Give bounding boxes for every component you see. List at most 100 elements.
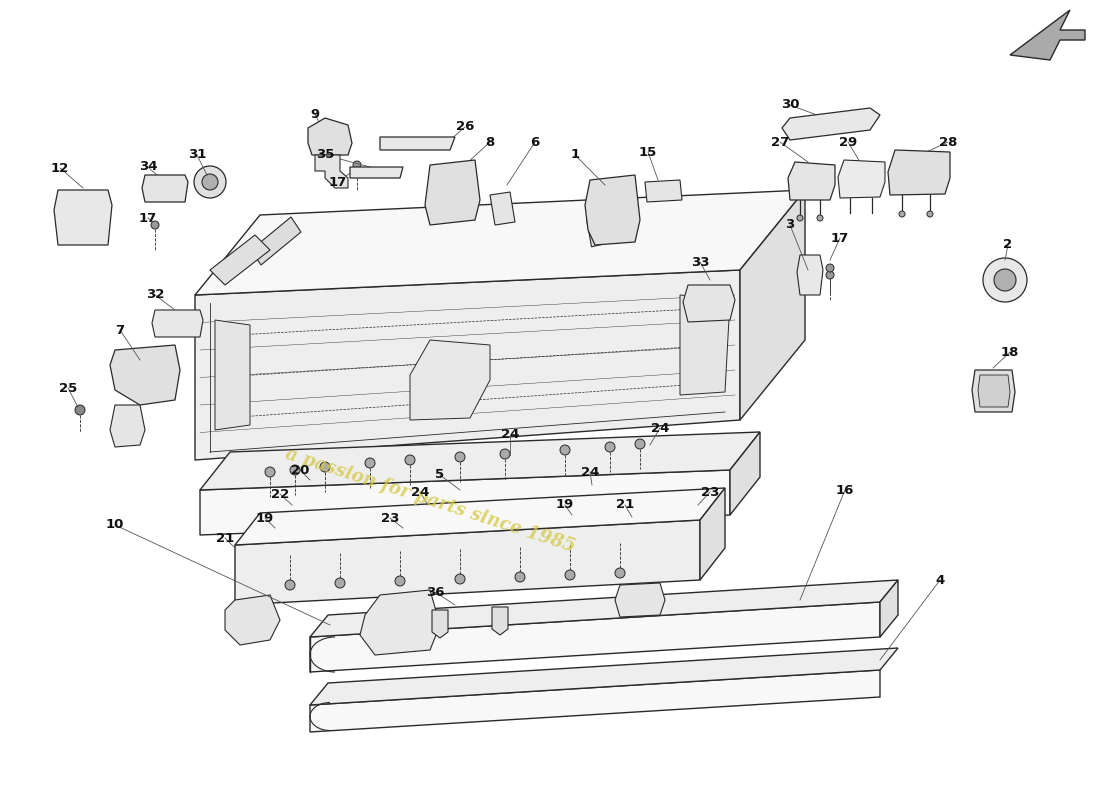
Polygon shape (310, 648, 898, 705)
Polygon shape (214, 320, 250, 430)
Text: 22: 22 (271, 487, 289, 501)
Circle shape (365, 458, 375, 468)
Circle shape (826, 271, 834, 279)
Polygon shape (110, 405, 145, 447)
Text: 24: 24 (410, 486, 429, 498)
Polygon shape (200, 470, 730, 535)
Polygon shape (235, 488, 725, 545)
Text: a passion for parts since 1985: a passion for parts since 1985 (283, 445, 578, 555)
Polygon shape (683, 285, 735, 322)
Text: 19: 19 (556, 498, 574, 511)
Circle shape (455, 452, 465, 462)
Text: 21: 21 (616, 498, 634, 511)
Polygon shape (410, 340, 490, 420)
Polygon shape (226, 595, 280, 645)
Polygon shape (615, 583, 666, 617)
Polygon shape (586, 212, 637, 246)
Polygon shape (110, 345, 180, 405)
Text: 15: 15 (639, 146, 657, 158)
Polygon shape (492, 607, 508, 635)
Text: 28: 28 (938, 135, 957, 149)
Text: 21: 21 (216, 531, 234, 545)
Polygon shape (379, 137, 455, 150)
Text: 17: 17 (329, 175, 348, 189)
Polygon shape (888, 150, 950, 195)
Text: 26: 26 (455, 121, 474, 134)
Text: 27: 27 (771, 135, 789, 149)
Text: 4: 4 (935, 574, 945, 586)
Circle shape (500, 449, 510, 459)
Circle shape (899, 211, 905, 217)
Polygon shape (740, 190, 805, 420)
Circle shape (353, 161, 361, 169)
Text: 31: 31 (188, 149, 206, 162)
Text: 24: 24 (500, 429, 519, 442)
Polygon shape (310, 670, 880, 732)
Circle shape (320, 462, 330, 472)
Polygon shape (152, 310, 204, 337)
Polygon shape (432, 610, 448, 638)
Text: 18: 18 (1001, 346, 1020, 358)
Polygon shape (645, 180, 682, 202)
Text: 32: 32 (146, 289, 164, 302)
Polygon shape (680, 295, 730, 395)
Circle shape (290, 465, 300, 475)
Polygon shape (585, 175, 640, 245)
Circle shape (202, 174, 218, 190)
Circle shape (395, 576, 405, 586)
Polygon shape (788, 162, 835, 200)
Text: 35: 35 (316, 149, 334, 162)
Text: 6: 6 (530, 135, 540, 149)
Polygon shape (308, 118, 352, 155)
Text: 20: 20 (290, 463, 309, 477)
Text: 5: 5 (436, 469, 444, 482)
Circle shape (994, 269, 1016, 291)
Polygon shape (978, 375, 1010, 407)
Text: 34: 34 (139, 161, 157, 174)
Polygon shape (235, 520, 700, 605)
Text: 7: 7 (116, 323, 124, 337)
Text: 12: 12 (51, 162, 69, 174)
Circle shape (265, 467, 275, 477)
Polygon shape (880, 580, 898, 637)
Circle shape (431, 138, 439, 146)
Polygon shape (838, 160, 886, 198)
Text: 10: 10 (106, 518, 124, 531)
Text: 24: 24 (651, 422, 669, 434)
Polygon shape (310, 580, 898, 637)
Polygon shape (350, 167, 403, 178)
Circle shape (455, 574, 465, 584)
Text: 33: 33 (691, 255, 710, 269)
Text: 23: 23 (701, 486, 719, 498)
Circle shape (615, 568, 625, 578)
Polygon shape (798, 255, 823, 295)
Polygon shape (310, 602, 880, 672)
Text: 25: 25 (59, 382, 77, 394)
Polygon shape (1010, 10, 1085, 60)
Circle shape (336, 578, 345, 588)
Polygon shape (210, 235, 270, 285)
Polygon shape (360, 590, 440, 655)
Circle shape (826, 264, 834, 272)
Polygon shape (315, 155, 348, 188)
Text: 36: 36 (426, 586, 444, 598)
Circle shape (605, 442, 615, 452)
Polygon shape (142, 175, 188, 202)
Polygon shape (425, 160, 480, 225)
Text: 3: 3 (785, 218, 794, 231)
Polygon shape (972, 370, 1015, 412)
Circle shape (285, 580, 295, 590)
Circle shape (77, 212, 89, 224)
Polygon shape (700, 488, 725, 580)
Text: 9: 9 (310, 107, 320, 121)
Circle shape (405, 455, 415, 465)
Text: 19: 19 (256, 511, 274, 525)
Text: 30: 30 (781, 98, 800, 111)
Text: eurocarparts: eurocarparts (208, 331, 632, 389)
Text: 24: 24 (581, 466, 600, 478)
Polygon shape (200, 432, 760, 490)
Text: 1: 1 (571, 149, 580, 162)
Polygon shape (490, 192, 515, 225)
Circle shape (75, 405, 85, 415)
Text: 8: 8 (485, 135, 495, 149)
